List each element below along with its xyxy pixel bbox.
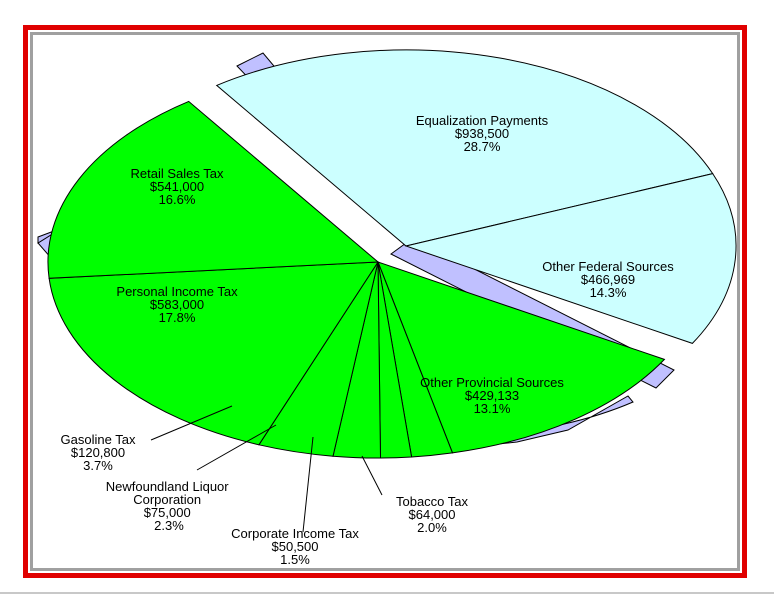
label-retailsales-amount: $541,000: [150, 179, 204, 194]
label-equalization-name: Equalization Payments: [416, 113, 549, 128]
label-gasoline-amount: $120,800: [71, 445, 125, 460]
label-otherfederal-amount: $466,969: [581, 272, 635, 287]
label-gasoline-percent: 3.7%: [83, 458, 113, 473]
label-otherprovincial-percent: 13.1%: [474, 401, 511, 416]
pie-slice-other-federal-sources: [404, 173, 737, 344]
label-otherprovincial-amount: $429,133: [465, 388, 519, 403]
pie-slices: [47, 49, 737, 459]
pie-slice-other-provincial-sources: [377, 261, 666, 454]
label-corporate-amount: $50,500: [272, 539, 319, 554]
pie-slice-personal-income-tax: [48, 261, 379, 446]
slice-labels: Equalization Payments $938,500 28.7% Oth…: [61, 113, 675, 567]
leader-liquor: [196, 424, 277, 471]
label-equalization-percent: 28.7%: [464, 139, 501, 154]
label-otherfederal-percent: 14.3%: [590, 285, 627, 300]
label-personalincome-name: Personal Income Tax: [116, 284, 238, 299]
label-personalincome-percent: 17.8%: [159, 310, 196, 325]
label-tobacco-name: Tobacco Tax: [396, 494, 469, 509]
label-tobacco-percent: 2.0%: [417, 520, 447, 535]
pie-slice-retail-sales-tax: [47, 100, 380, 279]
leader-corporate: [302, 436, 314, 533]
label-corporate-name: Corporate Income Tax: [231, 526, 359, 541]
bottom-rule: [0, 592, 774, 594]
label-personalincome-amount: $583,000: [150, 297, 204, 312]
label-tobacco-amount: $64,000: [409, 507, 456, 522]
red-border: [23, 25, 747, 578]
label-otherfederal-name: Other Federal Sources: [542, 259, 674, 274]
label-liquor-line1: Newfoundland Liquor Corporation $75,000 …: [106, 479, 233, 533]
label-retailsales-name: Retail Sales Tax: [131, 166, 224, 181]
leader-gasoline: [150, 405, 233, 441]
label-otherprovincial-name: Other Provincial Sources: [420, 375, 564, 390]
pie-slice-equalization-payments: [215, 49, 714, 247]
label-gasoline-name: Gasoline Tax: [61, 432, 136, 447]
label-equalization-amount: $938,500: [455, 126, 509, 141]
label-retailsales-percent: 16.6%: [159, 192, 196, 207]
leader-tobacco: [361, 455, 383, 496]
leader-lines: [150, 405, 383, 533]
label-corporate-percent: 1.5%: [280, 552, 310, 567]
